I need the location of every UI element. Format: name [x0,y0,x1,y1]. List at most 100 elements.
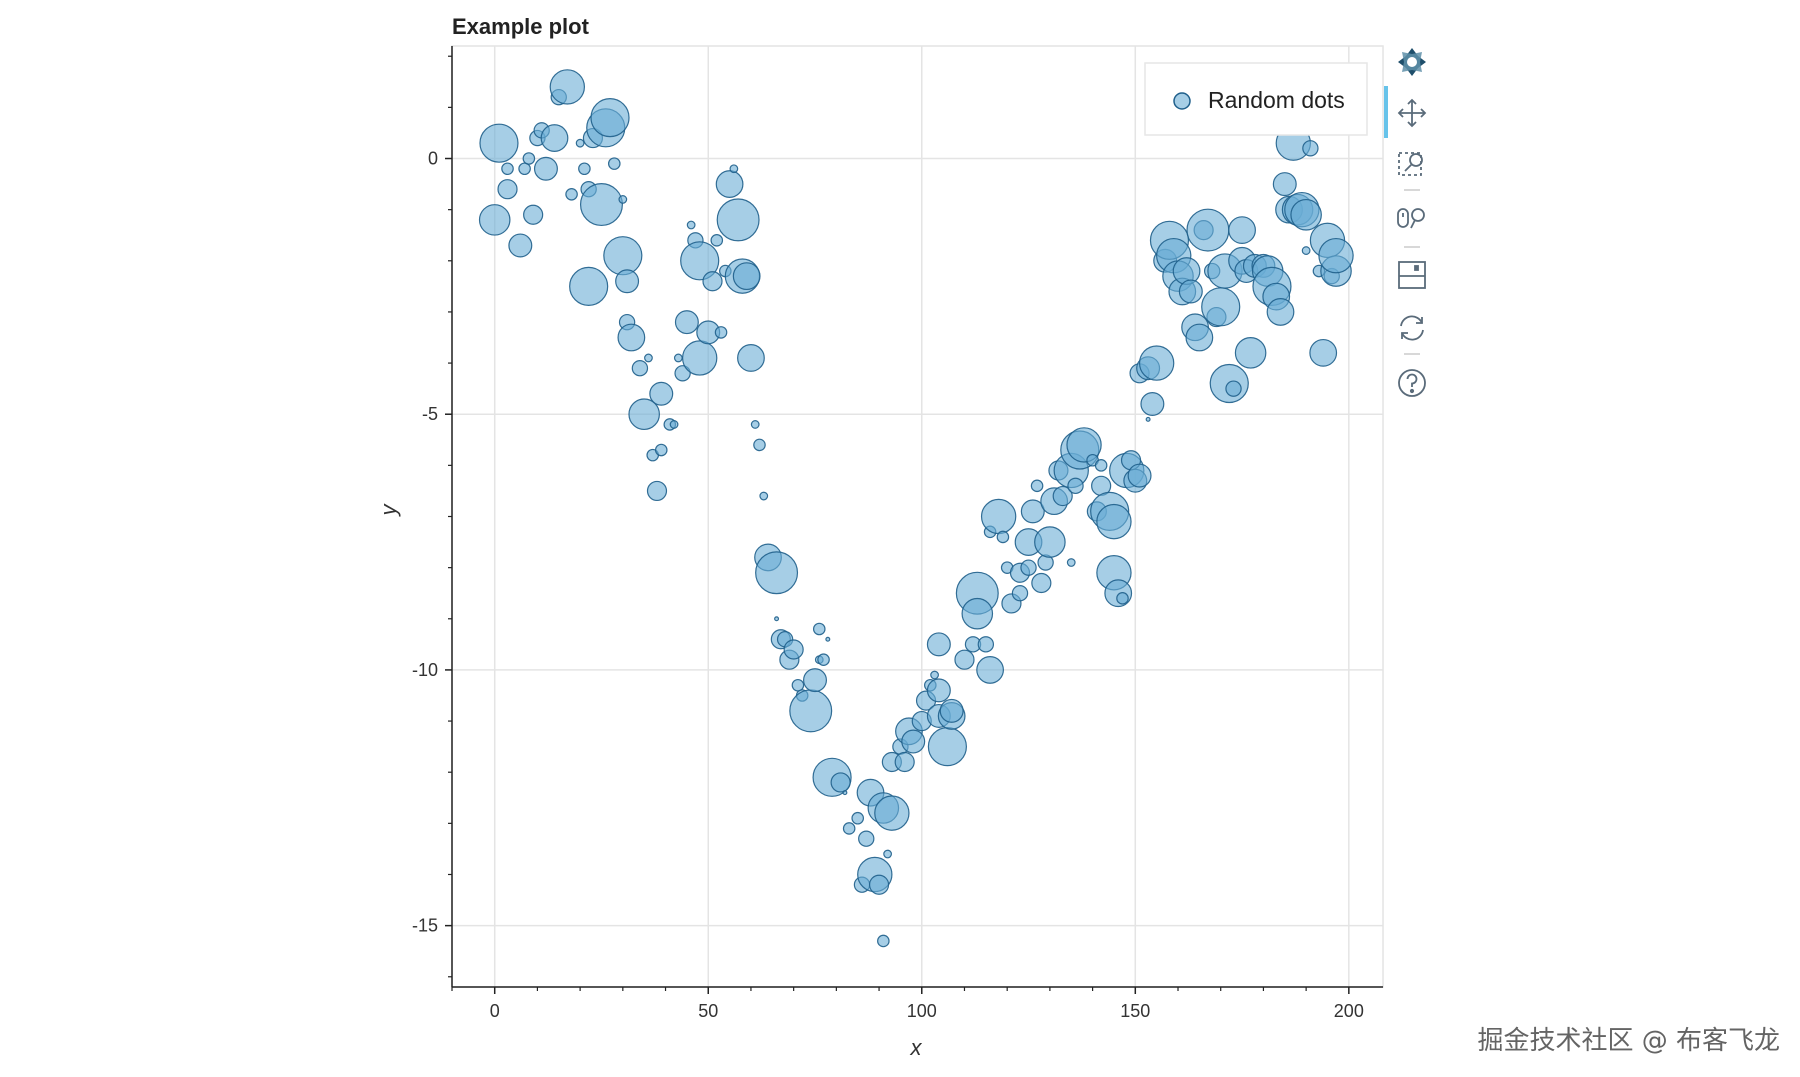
data-point [702,271,723,292]
x-tick-label: 150 [1120,1001,1150,1021]
data-point [1178,279,1203,304]
data-point [479,123,519,163]
data-point [812,622,826,636]
data-point [1034,526,1066,558]
data-point [1116,592,1129,605]
data-point [508,233,533,258]
pan-icon[interactable] [1392,93,1432,133]
data-point [590,97,630,138]
data-point [1201,287,1241,327]
data-point [1272,172,1297,197]
data-point [615,269,640,294]
y-axis-label: y [376,503,401,518]
wheel-zoom-glyph [1397,208,1425,229]
data-point [980,498,1017,535]
data-point [851,811,865,825]
data-point [628,398,660,431]
data-point [644,353,653,363]
data-point [996,530,1010,544]
data-point [774,616,780,622]
y-tick-label: -10 [412,660,438,680]
data-point [533,156,558,181]
data-point [565,188,578,201]
data-point [1225,380,1242,397]
data-point [1266,298,1295,326]
data-point [1138,345,1175,381]
box-zoom-icon[interactable] [1392,144,1432,184]
x-tick-label: 50 [698,1001,718,1021]
y-tick-label: -5 [422,404,438,424]
data-point [607,157,621,170]
data-point [1145,416,1151,422]
reset-glyph [1400,315,1424,341]
data-point [522,152,536,165]
data-point [1066,427,1102,463]
bokeh-logo-icon[interactable] [1392,42,1432,82]
data-point [939,698,964,723]
data-point [478,204,511,236]
data-point [673,353,683,363]
data-point [961,597,994,630]
data-point [976,656,1005,684]
wheel-zoom-icon[interactable] [1392,198,1432,238]
data-point [674,310,699,335]
data-point [1301,246,1311,255]
x-axis-label: x [910,1035,923,1060]
data-point [729,164,739,174]
data-point [750,420,760,429]
data-point [716,198,760,242]
y-tick-label: 0 [428,149,438,169]
data-point [883,849,893,859]
x-tick-label: 100 [907,1001,937,1021]
save-icon[interactable] [1392,255,1432,295]
data-point [715,170,744,198]
data-point [732,262,761,291]
data-point [737,344,765,372]
data-point [926,678,951,703]
watermark: 掘金技术社区 @ 布客飞龙 [1477,1026,1780,1056]
data-point [830,772,851,793]
x-tick-label: 0 [490,1001,500,1021]
data-point [755,551,799,595]
save-glyph [1398,261,1426,289]
data-point [1030,479,1044,493]
data-point [1290,198,1322,231]
data-point [714,326,728,339]
data-point [977,636,995,653]
data-point [1309,338,1338,367]
data-point [1140,391,1165,416]
data-point [894,751,915,773]
data-point [686,220,696,230]
data-point [1011,585,1029,602]
axes: 0 50 100 150 200 0 -5 -10 -15 [412,46,1383,1021]
data-point [759,491,769,501]
legend-box [1144,62,1368,136]
data-point [926,632,951,657]
data-point [874,795,910,831]
data-point [1020,559,1037,576]
data-point [877,934,890,948]
data-point [617,323,646,352]
data-points [478,69,1354,948]
data-point [579,183,623,227]
data-point [540,124,569,152]
data-point [1096,503,1132,540]
data-point [954,649,975,670]
data-point [618,195,628,204]
data-point [1318,237,1354,274]
data-point [669,420,679,429]
data-point [578,162,591,176]
box-zoom-glyph [1398,152,1423,176]
help-icon[interactable] [1392,363,1432,403]
data-point [1094,459,1108,472]
data-point [927,727,967,767]
data-point [649,381,674,406]
data-point [681,340,718,376]
legend-label: Random dots [1208,87,1345,113]
data-point [1186,208,1230,252]
toolbar-separator [1404,246,1420,248]
data-point [753,438,766,452]
toolbar-separator [1404,189,1420,191]
reset-icon[interactable] [1392,308,1432,348]
